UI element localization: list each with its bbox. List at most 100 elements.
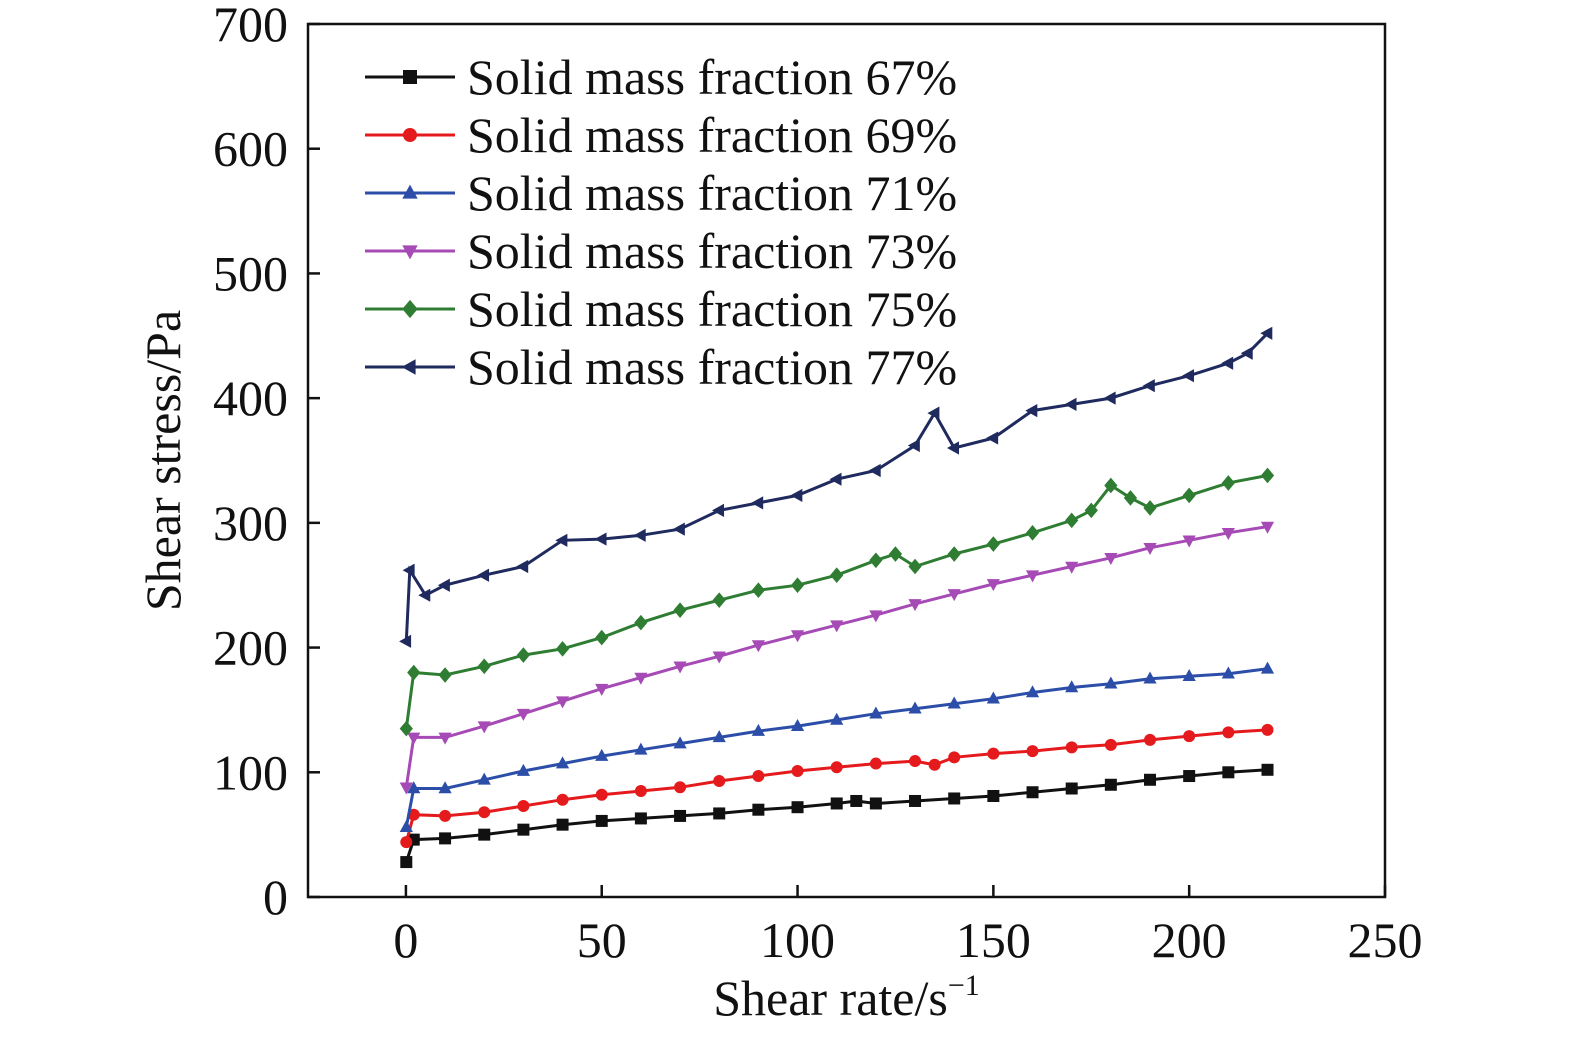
series-line: [404, 474, 1268, 729]
data-point: [928, 758, 941, 771]
x-axis-title-exponent: −1: [948, 969, 980, 1002]
data-point: [947, 546, 961, 562]
data-point: [407, 781, 421, 794]
series-1: [400, 763, 1274, 869]
data-point: [673, 736, 687, 749]
data-point: [752, 770, 765, 783]
data-point: [830, 761, 843, 774]
series-6: [399, 326, 1273, 648]
legend-item: Solid mass fraction 73%: [365, 223, 957, 279]
data-point: [399, 634, 412, 648]
data-point: [986, 691, 1000, 704]
legend-marker: [402, 184, 418, 199]
data-point: [1025, 404, 1038, 418]
data-point: [907, 438, 920, 453]
data-point: [830, 620, 844, 633]
data-point: [1104, 778, 1117, 791]
data-point: [790, 577, 805, 594]
plot-area: [399, 326, 1275, 869]
data-point: [1261, 763, 1274, 776]
data-point: [418, 588, 431, 602]
data-point: [399, 782, 413, 795]
data-point: [1221, 528, 1235, 541]
data-point: [634, 672, 648, 685]
data-point: [634, 784, 647, 797]
data-point: [908, 558, 922, 575]
y-tick-label: 200: [213, 620, 288, 676]
data-point: [790, 718, 805, 731]
data-point: [751, 496, 764, 510]
data-point: [438, 667, 452, 683]
data-point: [1142, 379, 1155, 393]
legend-label: Solid mass fraction 71%: [467, 165, 957, 221]
data-point: [517, 799, 530, 812]
data-point: [439, 809, 452, 822]
data-point: [1182, 487, 1196, 504]
data-point: [948, 751, 961, 764]
legend-label: Solid mass fraction 69%: [467, 107, 957, 163]
data-point: [888, 546, 903, 562]
legend-marker: [403, 128, 417, 142]
data-point: [948, 792, 961, 805]
data-point: [555, 533, 568, 547]
legend: Solid mass fraction 67%Solid mass fracti…: [365, 49, 957, 395]
data-point: [987, 747, 1000, 760]
data-point: [595, 788, 608, 801]
data-point: [908, 599, 922, 612]
y-tick-label: 400: [213, 370, 288, 426]
legend-label: Solid mass fraction 67%: [467, 49, 957, 105]
legend-item: Solid mass fraction 77%: [365, 339, 957, 395]
series-line: [404, 768, 1268, 863]
data-point: [1182, 535, 1196, 548]
data-point: [438, 781, 452, 794]
data-point: [830, 797, 843, 810]
data-point: [869, 552, 883, 569]
y-axis: 0 100 200 300 400 500 600 700: [213, 0, 320, 925]
data-point: [1221, 356, 1234, 370]
data-point: [1260, 521, 1275, 534]
data-point: [437, 578, 450, 592]
data-point: [712, 651, 726, 664]
legend-marker: [403, 70, 417, 84]
data-point: [1183, 730, 1196, 743]
y-axis-title: Shear stress/Pa: [135, 310, 191, 611]
data-point: [1065, 512, 1079, 529]
legend-marker: [402, 299, 418, 319]
data-point: [400, 856, 413, 869]
data-point: [595, 748, 609, 761]
data-point: [634, 812, 647, 825]
data-point: [1260, 661, 1275, 674]
data-point: [478, 806, 491, 819]
data-point: [1222, 766, 1235, 779]
data-point: [850, 794, 863, 807]
data-point: [556, 793, 569, 806]
data-point: [751, 582, 765, 599]
data-point: [751, 640, 765, 653]
data-point: [791, 765, 804, 778]
data-point: [1104, 477, 1118, 494]
series-line: [404, 667, 1268, 828]
data-point: [673, 602, 687, 618]
x-axis-title: Shear rate/s−1: [713, 969, 980, 1026]
x-tick-label: 150: [956, 912, 1031, 968]
data-point: [927, 406, 940, 420]
data-point: [868, 463, 881, 478]
data-point: [1144, 733, 1157, 746]
data-point: [556, 818, 569, 831]
data-point: [633, 528, 646, 542]
legend-marker: [402, 245, 418, 260]
data-point: [1123, 490, 1138, 506]
x-tick-label: 250: [1348, 912, 1423, 968]
data-point: [986, 579, 1000, 592]
data-point: [751, 723, 765, 736]
data-point: [1025, 525, 1040, 541]
data-point: [516, 647, 530, 663]
data-point: [712, 730, 726, 743]
data-point: [407, 732, 421, 745]
data-point: [634, 742, 648, 755]
data-point: [595, 629, 609, 646]
y-tick-label: 300: [213, 495, 288, 551]
series-line: [404, 728, 1268, 843]
x-axis-title-text: Shear rate/s: [713, 970, 948, 1026]
